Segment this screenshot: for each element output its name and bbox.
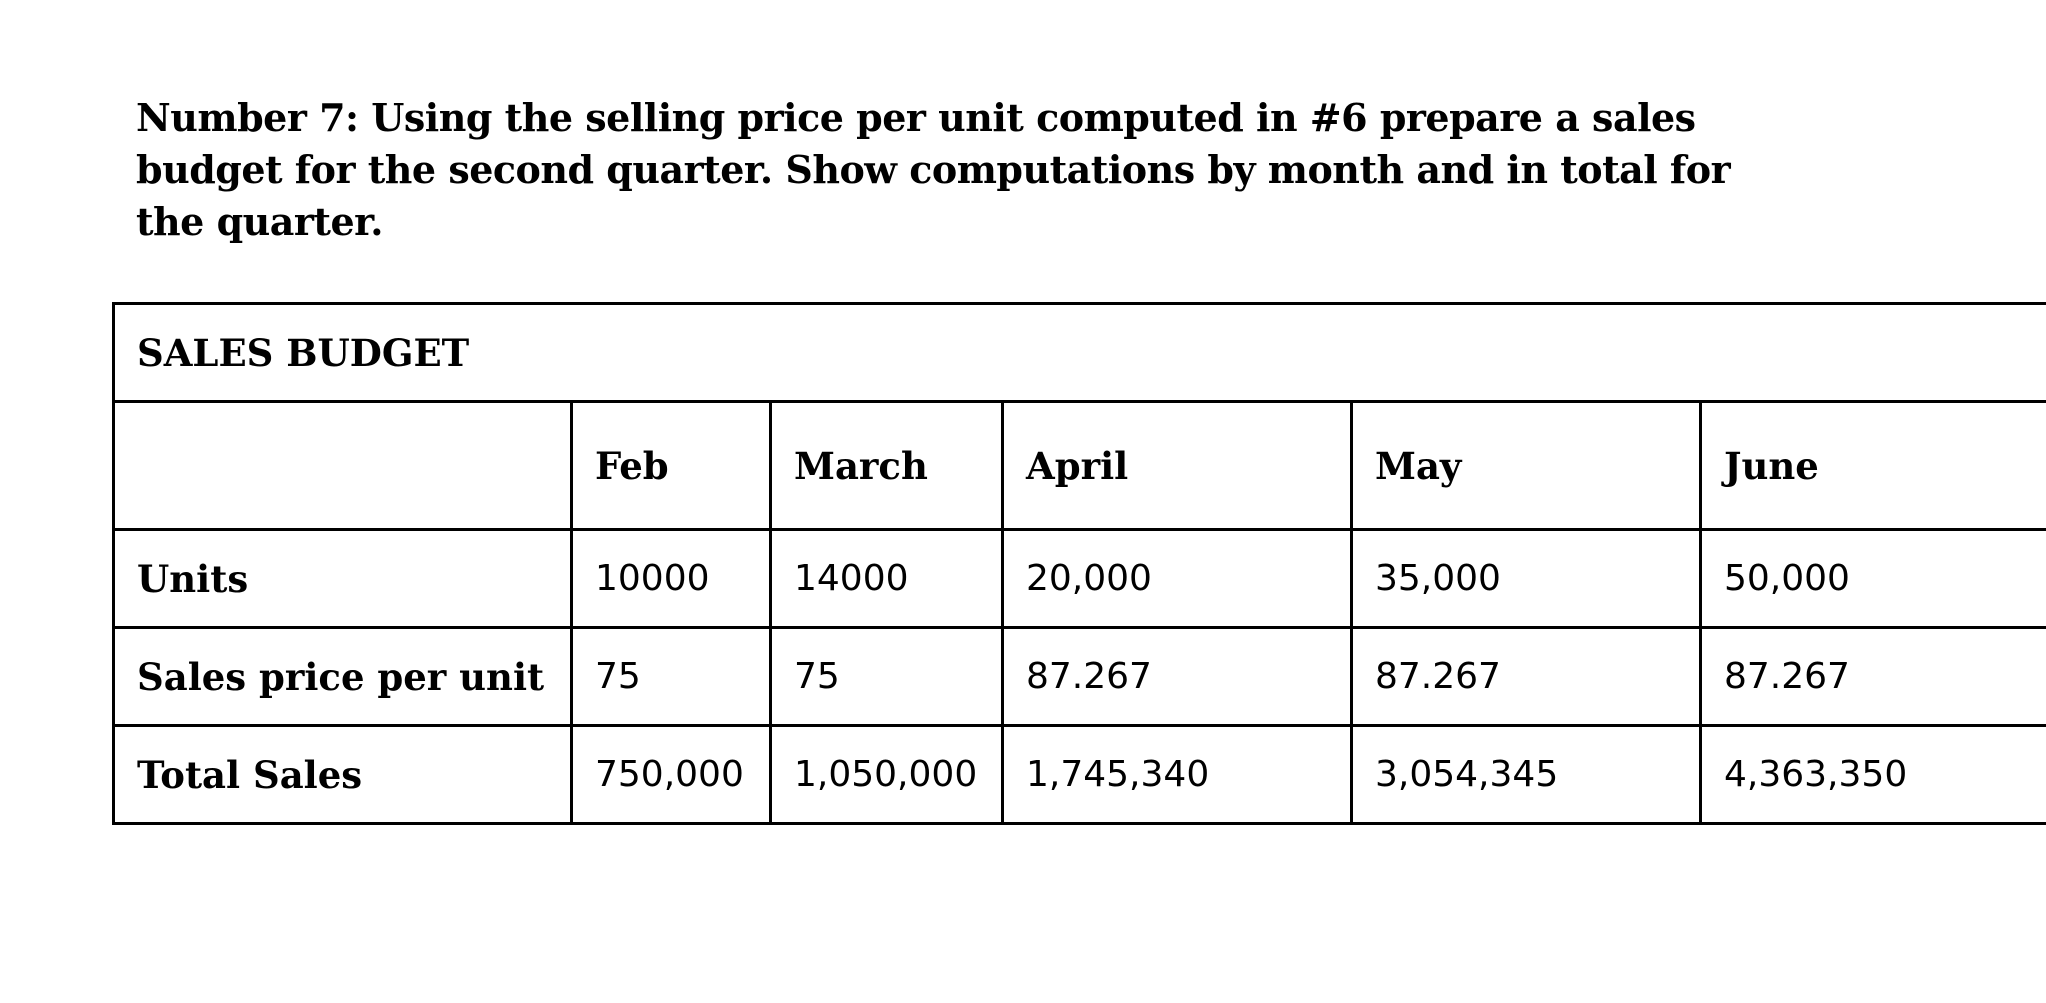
cell-units-april: 20,000 <box>1001 528 1353 629</box>
column-header-april: April <box>1001 400 1353 531</box>
row-label-total-sales: Total Sales <box>112 724 573 825</box>
column-header-may: May <box>1350 400 1702 531</box>
table-row-sales-price: Sales price per unit 75 75 87.267 87.267… <box>112 626 2046 727</box>
table-row-units: Units 10000 14000 20,000 35,000 50,000 <box>112 528 2046 629</box>
column-header-march: March <box>769 400 1004 531</box>
cell-price-may: 87.267 <box>1350 626 1702 727</box>
cell-units-march: 14000 <box>769 528 1004 629</box>
table-row-total-sales: Total Sales 750,000 1,050,000 1,745,340 … <box>112 724 2046 825</box>
cell-price-march: 75 <box>769 626 1004 727</box>
table-title: SALES BUDGET <box>111 302 2046 403</box>
cell-total-may: 3,054,345 <box>1350 724 1702 825</box>
row-label-sales-price: Sales price per unit <box>112 626 573 727</box>
row-label-units: Units <box>112 528 573 629</box>
cell-total-june: 4,363,350 <box>1698 724 2046 825</box>
cell-total-feb: 750,000 <box>570 724 772 825</box>
column-header-june: June <box>1698 400 2046 531</box>
cell-total-march: 1,050,000 <box>769 724 1004 825</box>
cell-units-feb: 10000 <box>570 528 772 629</box>
cell-units-may: 35,000 <box>1350 528 1702 629</box>
sales-budget-table: SALES BUDGET Feb March April May June Un… <box>111 302 2046 825</box>
cell-total-april: 1,745,340 <box>1001 724 1353 825</box>
question-text: Number 7: Using the selling price per un… <box>136 95 1731 244</box>
table-title-row: SALES BUDGET <box>111 302 2046 403</box>
cell-price-april: 87.267 <box>1001 626 1353 727</box>
cell-units-june: 50,000 <box>1698 528 2046 629</box>
column-header-empty <box>112 400 573 531</box>
table-header-row: Feb March April May June <box>112 400 2046 531</box>
cell-price-june: 87.267 <box>1698 626 2046 727</box>
column-header-feb: Feb <box>570 400 772 531</box>
cell-price-feb: 75 <box>570 626 772 727</box>
